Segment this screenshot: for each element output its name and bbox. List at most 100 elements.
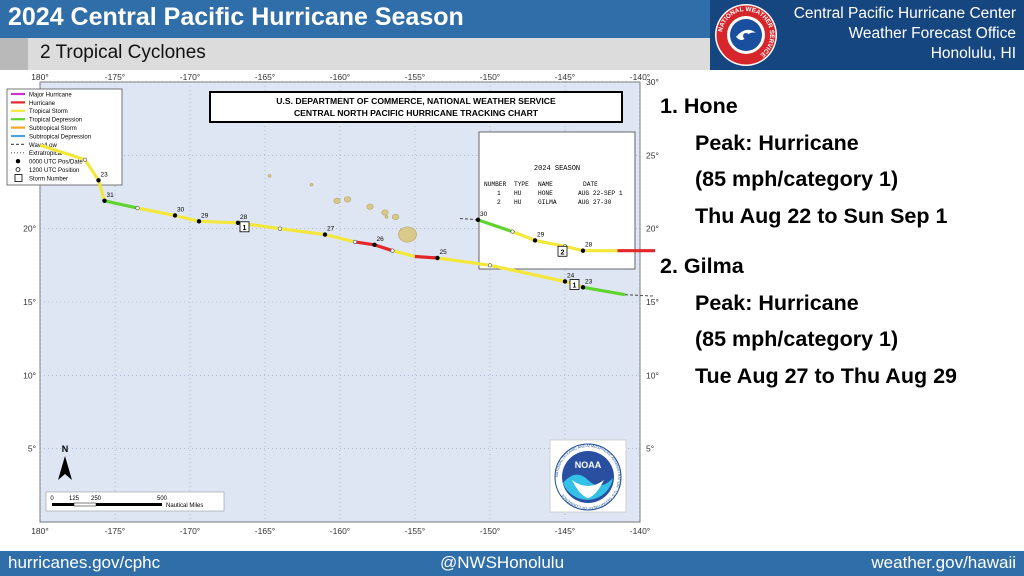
track-12z-mark <box>487 263 493 268</box>
page-title: 2024 Central Pacific Hurricane Season <box>8 3 464 31</box>
legend-swatch <box>15 167 21 172</box>
track-segment-hone <box>392 249 416 259</box>
track-date-dot <box>196 219 202 224</box>
storm-dates: Tue Aug 27 to Thu Aug 29 <box>695 363 957 388</box>
track-date-dot <box>172 213 178 218</box>
legend-label: Subtropical Storm <box>29 126 77 132</box>
track-12z-mark <box>352 239 358 244</box>
season-cell: HU <box>514 199 522 206</box>
island-shape <box>333 197 341 204</box>
season-cell: 1 <box>497 190 501 197</box>
lon-tick-label-bottom: -140° <box>630 526 650 536</box>
legend-swatch <box>14 174 23 182</box>
lon-tick-label-top: -145° <box>555 72 575 82</box>
track-date-dot <box>96 178 101 183</box>
track-date-dot <box>580 285 586 290</box>
season-col-header: DATE <box>583 181 598 188</box>
legend-label: Subtropical Depression <box>29 134 91 140</box>
lon-tick-label-bottom: -175° <box>105 526 125 536</box>
lon-tick-label-bottom: 180° <box>31 526 49 536</box>
track-date-label: 27 <box>327 226 335 233</box>
footer-link-cphc[interactable]: hurricanes.gov/cphc <box>8 553 161 572</box>
track-date-label: 28 <box>585 242 593 249</box>
track-segment-hone <box>624 294 656 297</box>
lon-tick-label-top: -165° <box>255 72 275 82</box>
legend-label: Hurricane <box>29 101 56 107</box>
lon-tick-label-top: -175° <box>105 72 125 82</box>
storm-list: 1. Hone Peak: Hurricane (85 mph/category… <box>660 88 1020 408</box>
lat-tick-label-right: 5° <box>646 444 654 454</box>
lon-tick-label-top: -150° <box>480 72 500 82</box>
track-date-dot <box>475 217 481 223</box>
track-segment-hone <box>582 285 626 297</box>
track-date-dot <box>532 238 538 243</box>
track-date-dot <box>435 255 440 261</box>
scale-bar <box>52 503 162 506</box>
track-date-label: 31 <box>107 192 115 199</box>
track-date-label: 24 <box>567 272 575 279</box>
tracking-chart-svg: 180° 180° -175° -175° -170° -170° -165° -165° -1… <box>6 72 659 536</box>
storm-number-box <box>557 245 568 257</box>
track-segment-hone <box>414 254 438 260</box>
legend-label: Extratropical <box>29 151 62 157</box>
island-shape <box>343 196 351 203</box>
lon-tick-label-bottom: -145° <box>555 526 575 536</box>
lon-tick-label-bottom: -165° <box>255 526 275 536</box>
island-shape <box>391 213 399 220</box>
lon-tick-label-bottom: -150° <box>480 526 500 536</box>
track-date-label: 26 <box>377 236 385 243</box>
track-date-dot <box>580 248 586 253</box>
noaa-label: NOAA <box>575 460 602 470</box>
season-cell: AUG 22-SEP 1 <box>578 190 623 197</box>
storm-entry: 2. Gilma Peak: Hurricane (85 mph/categor… <box>660 248 1020 394</box>
tracking-chart: 180° 180° -175° -175° -170° -170° -165° -165° -1… <box>0 70 660 546</box>
island-shape <box>309 183 314 187</box>
legend-box <box>6 88 123 186</box>
scale-tick-label: 0 <box>50 496 54 502</box>
legend-label: Tropical Depression <box>29 118 82 124</box>
storm-number-box <box>239 221 250 233</box>
island-shape <box>398 226 417 243</box>
track-segment-hone <box>39 143 107 202</box>
storm-heading: 2. Gilma <box>660 254 744 278</box>
scale-tick-label: 250 <box>91 496 102 502</box>
track-segment-gilma <box>477 218 514 234</box>
season-cell: AUG 27-30 <box>578 199 612 206</box>
title-bar <box>0 0 710 38</box>
legend-label: Major Hurricane <box>29 92 72 98</box>
lat-tick-label-left: 10° <box>23 370 36 380</box>
season-cell: HU <box>514 190 522 197</box>
lat-tick-label-right: 10° <box>646 370 659 380</box>
track-date-label: 29 <box>537 231 545 238</box>
legend-label: Tropical Storm <box>29 109 68 115</box>
legend-label: Storm Number <box>29 176 68 182</box>
season-col-header: NAME <box>538 181 553 188</box>
track-segment-gilma <box>459 217 479 221</box>
lat-tick-label-right: 30° <box>646 77 659 87</box>
island-shape <box>267 174 272 178</box>
lat-tick-label-left: 20° <box>23 224 36 234</box>
track-12z-mark <box>510 229 515 234</box>
track-date-label: 30 <box>480 211 488 218</box>
page-subtitle: 2 Tropical Cyclones <box>40 42 206 63</box>
season-box <box>478 131 636 270</box>
track-12z-mark <box>82 157 88 162</box>
storm-dates: Thu Aug 22 to Sun Sep 1 <box>695 203 948 228</box>
season-cell: GILMA <box>538 199 557 206</box>
storm-number-label: 1 <box>243 225 247 232</box>
season-col-header: NUMBER <box>484 181 507 188</box>
track-date-label: 28 <box>240 214 248 221</box>
scale-tick-label: 125 <box>69 496 80 502</box>
season-cell: HONE <box>538 190 553 197</box>
north-arrow-label: N <box>62 444 69 454</box>
footer-link-hawaii[interactable]: weather.gov/hawaii <box>871 553 1016 572</box>
lat-tick-label-left: 15° <box>23 297 36 307</box>
footer-social-handle[interactable]: @NWSHonolulu <box>440 553 565 572</box>
footer-bar: hurricanes.gov/cphc @NWSHonolulu weather… <box>0 551 1024 576</box>
lon-tick-label-top: -170° <box>180 72 200 82</box>
chart-title-box <box>209 91 623 123</box>
lat-tick-label-right: 15° <box>646 297 659 307</box>
island-shape <box>381 209 389 216</box>
track-segment-hone <box>104 199 138 210</box>
legend-swatch <box>15 159 21 164</box>
